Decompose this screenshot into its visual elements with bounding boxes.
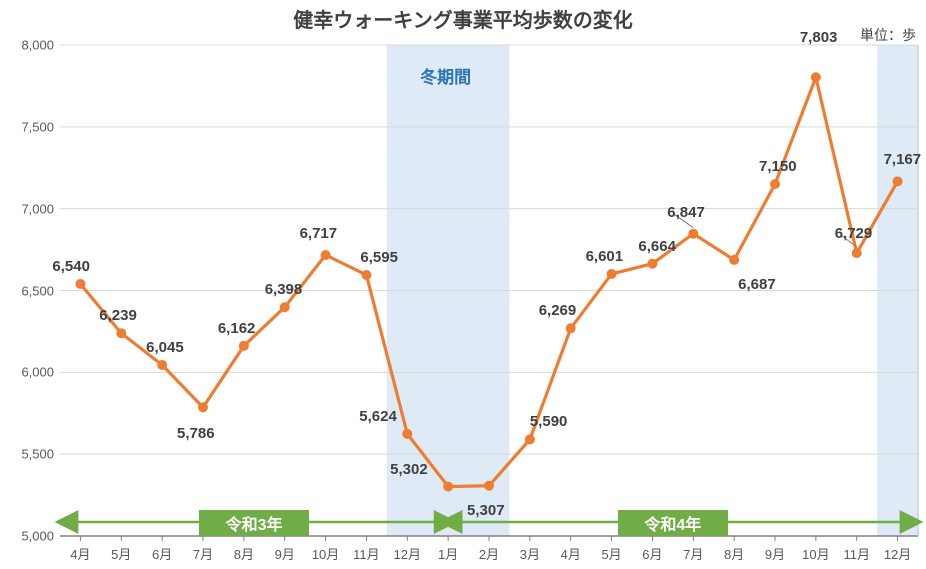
x-tick-label: 8月 <box>234 544 254 563</box>
x-tick-label: 7月 <box>193 544 213 563</box>
data-point-label: 6,717 <box>300 225 338 242</box>
x-tick-label: 1月 <box>438 544 458 563</box>
y-tick-label: 6,000 <box>4 365 54 380</box>
data-point-label: 6,398 <box>265 281 303 298</box>
data-point-label: 6,540 <box>52 258 90 275</box>
x-tick-label: 9月 <box>275 544 295 563</box>
x-tick-label: 4月 <box>561 544 581 563</box>
data-point-label: 6,687 <box>738 276 776 293</box>
y-tick-label: 7,000 <box>4 201 54 216</box>
data-point-label: 6,162 <box>218 320 256 337</box>
data-point-label: 6,239 <box>99 307 137 324</box>
x-tick-label: 8月 <box>724 544 744 563</box>
data-point-label: 6,847 <box>667 204 705 221</box>
y-tick-label: 6,500 <box>4 283 54 298</box>
data-point-label: 5,307 <box>467 502 505 519</box>
data-point-label: 6,729 <box>835 225 873 242</box>
data-point-label: 6,595 <box>360 249 398 266</box>
x-tick-label: 6月 <box>152 544 172 563</box>
y-tick-label: 5,000 <box>4 529 54 544</box>
x-tick-label: 12月 <box>884 544 911 563</box>
x-tick-label: 5月 <box>111 544 131 563</box>
y-tick-label: 7,500 <box>4 119 54 134</box>
y-tick-label: 8,000 <box>4 38 54 53</box>
x-tick-label: 2月 <box>479 544 499 563</box>
x-tick-label: 6月 <box>642 544 662 563</box>
data-point-label: 7,803 <box>800 29 838 46</box>
x-tick-label: 5月 <box>601 544 621 563</box>
x-tick-label: 3月 <box>520 544 540 563</box>
era-label: 令和3年 <box>199 510 309 536</box>
data-point-label: 6,045 <box>146 339 184 356</box>
era-label: 令和4年 <box>618 510 728 536</box>
x-tick-label: 10月 <box>802 544 829 563</box>
data-point-label: 7,167 <box>884 151 922 168</box>
data-point-label: 6,601 <box>586 248 624 265</box>
x-tick-label: 4月 <box>70 544 90 563</box>
data-point-label: 5,624 <box>359 408 397 425</box>
data-point-label: 5,302 <box>390 461 428 478</box>
x-tick-label: 9月 <box>765 544 785 563</box>
y-tick-label: 5,500 <box>4 447 54 462</box>
data-point-label: 7,150 <box>759 158 797 175</box>
x-tick-label: 10月 <box>312 544 339 563</box>
x-tick-label: 11月 <box>353 544 380 563</box>
data-point-label: 6,269 <box>539 302 577 319</box>
data-point-label: 5,590 <box>530 413 568 430</box>
x-tick-label: 12月 <box>394 544 421 563</box>
x-tick-label: 7月 <box>683 544 703 563</box>
x-tick-label: 11月 <box>843 544 870 563</box>
data-point-label: 5,786 <box>177 425 215 442</box>
data-point-label: 6,664 <box>638 238 676 255</box>
winter-period-label: 冬期間 <box>420 63 471 88</box>
